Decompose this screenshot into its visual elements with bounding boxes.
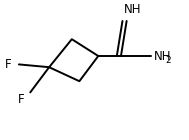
Text: F: F (18, 93, 25, 106)
Text: F: F (5, 58, 11, 71)
Text: 2: 2 (166, 56, 171, 65)
Text: NH: NH (124, 3, 141, 16)
Text: NH: NH (154, 50, 172, 62)
